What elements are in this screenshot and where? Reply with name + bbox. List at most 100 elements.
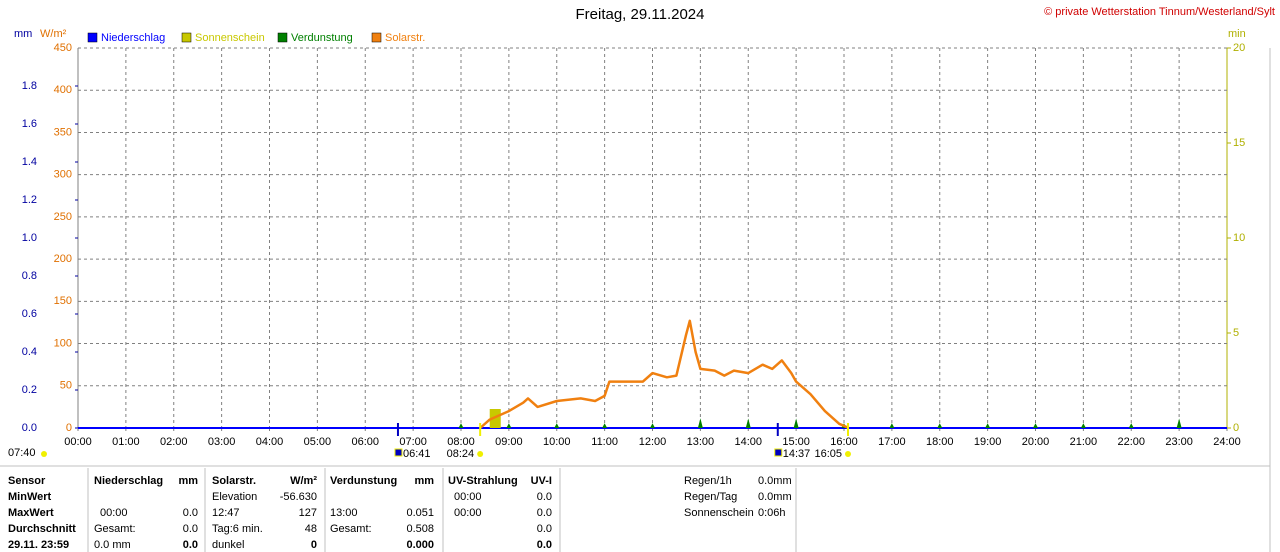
x-tick-label: 20:00 — [1022, 436, 1050, 448]
summary-label: Regen/1h — [684, 475, 732, 487]
table-row-label: MinWert — [8, 491, 52, 503]
w-tick-label: 100 — [54, 337, 72, 349]
table-cell-value: 0.000 — [406, 539, 434, 551]
evaporation-marker — [889, 423, 895, 428]
summary-value: 0.0mm — [758, 475, 792, 487]
w-tick-label: 250 — [54, 211, 72, 223]
table-cell-value: 0.0 — [537, 507, 552, 519]
min-axis-label: min — [1228, 28, 1246, 40]
event-label: 16:05 — [814, 448, 842, 460]
legend-label: Sonnenschein — [195, 32, 265, 44]
w-tick-label: 150 — [54, 295, 72, 307]
min-tick-label: 5 — [1233, 327, 1239, 339]
table-row-label: MaxWert — [8, 507, 54, 519]
event-icon — [394, 448, 403, 457]
evaporation-marker — [793, 418, 799, 428]
x-tick-label: 22:00 — [1117, 436, 1145, 448]
summary-label: Regen/Tag — [684, 491, 737, 503]
table-cell-label: 00:00 — [454, 491, 482, 503]
event-label: 14:37 — [783, 448, 811, 460]
table-separators — [87, 468, 797, 552]
legend-swatch — [181, 32, 192, 43]
table-cell-value: 127 — [299, 507, 317, 519]
legend-swatch — [87, 32, 98, 43]
summary-value: 0:06h — [758, 507, 786, 519]
evaporation-marker — [937, 423, 943, 428]
x-tick-label: 23:00 — [1165, 436, 1193, 448]
x-tick-label: 14:00 — [734, 436, 762, 448]
x-tick-label: 01:00 — [112, 436, 140, 448]
mm-tick-label: 1.2 — [22, 194, 37, 206]
event-icon — [774, 448, 783, 457]
w-tick-label: 200 — [54, 253, 72, 265]
evaporation-marker — [745, 418, 751, 428]
evaporation-marker — [1128, 423, 1134, 428]
legend-label: Solarstr. — [385, 32, 425, 44]
mm-tick-label: 0.8 — [22, 270, 37, 282]
summary-value: 0.0mm — [758, 491, 792, 503]
x-tick-label: 05:00 — [304, 436, 332, 448]
x-tick-label: 18:00 — [926, 436, 954, 448]
evaporation-marker — [554, 423, 560, 428]
evaporation-marker — [458, 423, 464, 428]
table-header: UV-Strahlung — [448, 475, 518, 487]
table-cell-label: 13:00 — [330, 507, 358, 519]
mm-tick-label: 0.4 — [22, 346, 37, 358]
evaporation-marker — [602, 423, 608, 428]
table-cell-label: 12:47 — [212, 507, 240, 519]
table-cell-label: dunkel — [212, 539, 244, 551]
table-cell-label: 00:00 — [454, 507, 482, 519]
mm-tick-label: 0.2 — [22, 384, 37, 396]
x-tick-label: 15:00 — [782, 436, 810, 448]
x-tick-label: 02:00 — [160, 436, 188, 448]
table-cell-value: 0.508 — [406, 523, 434, 535]
summary-label: Sonnenschein — [684, 507, 754, 519]
table-unit: W/m² — [290, 475, 317, 487]
table-header: Niederschlag — [94, 475, 163, 487]
x-tick-label: 03:00 — [208, 436, 236, 448]
sun-icon — [41, 451, 47, 457]
x-tick-label: 13:00 — [687, 436, 715, 448]
x-tick-label: 06:00 — [351, 436, 379, 448]
w-tick-label: 0 — [66, 422, 72, 434]
x-tick-label: 21:00 — [1070, 436, 1098, 448]
chart-title: Freitag, 29.11.2024 — [576, 6, 705, 23]
w-tick-label: 350 — [54, 126, 72, 138]
table-unit: mm — [414, 475, 434, 487]
table-unit: mm — [178, 475, 198, 487]
table-cell-label: 0.0 mm — [94, 539, 131, 551]
table-cell-value: -56.630 — [280, 491, 317, 503]
evaporation-marker — [506, 423, 512, 428]
event-icon — [477, 451, 484, 457]
table-cell-value: 0.0 — [183, 539, 198, 551]
table-cell-value: 48 — [305, 523, 317, 535]
legend-swatch — [371, 32, 382, 43]
table-row-label: Sensor — [8, 475, 46, 487]
mm-tick-label: 1.4 — [22, 156, 37, 168]
table-header: Verdunstung — [330, 475, 397, 487]
mm-tick-label: 1.8 — [22, 80, 37, 92]
w-tick-label: 450 — [54, 42, 72, 54]
min-tick-label: 15 — [1233, 137, 1245, 149]
table-cell-value: 0.0 — [537, 539, 552, 551]
x-tick-label: 19:00 — [974, 436, 1002, 448]
x-tick-label: 09:00 — [495, 436, 523, 448]
mm-tick-label: 0.0 — [22, 422, 37, 434]
min-tick-label: 0 — [1233, 422, 1239, 434]
table-cell-value: 0 — [311, 539, 317, 551]
series-line — [479, 319, 850, 430]
min-tick-label: 10 — [1233, 232, 1245, 244]
mm-tick-label: 1.6 — [22, 118, 37, 130]
evaporation-marker — [1080, 423, 1086, 428]
x-tick-label: 10:00 — [543, 436, 571, 448]
table-cell-label: Gesamt: — [94, 523, 136, 535]
x-tick-label: 12:00 — [639, 436, 667, 448]
x-tick-label: 16:00 — [830, 436, 858, 448]
evaporation-marker — [697, 418, 703, 428]
w-tick-label: 400 — [54, 84, 72, 96]
event-icon — [844, 451, 851, 457]
x-tick-label: 11:00 — [591, 436, 618, 448]
x-tick-label: 04:00 — [256, 436, 284, 448]
legend-label: Verdunstung — [291, 32, 353, 44]
